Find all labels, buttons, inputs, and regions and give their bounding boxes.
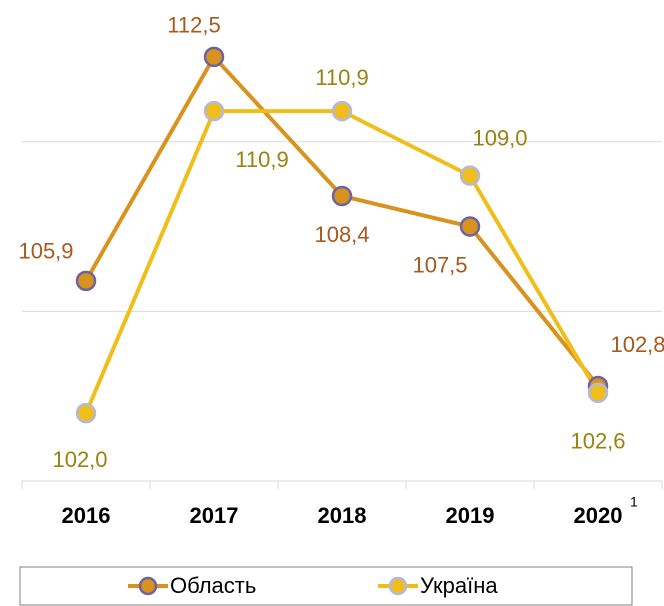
legend-item: Область [128, 573, 256, 598]
data-label: 107,5 [412, 252, 467, 277]
data-label: 112,5 [167, 13, 220, 38]
x-tick-label: 2019 [446, 503, 495, 528]
marker [459, 216, 481, 237]
legend-label: Україна [420, 573, 498, 598]
x-tick-superscript: 1 [630, 494, 638, 510]
marker [331, 100, 353, 122]
marker [75, 402, 97, 424]
x-tick-label: 2016 [62, 503, 111, 528]
marker [587, 382, 609, 404]
legend-marker [138, 576, 158, 596]
legend-box [19, 566, 633, 606]
x-tick-label: 2020 [574, 503, 623, 528]
marker [459, 165, 481, 186]
data-label: 108,4 [314, 222, 369, 247]
legend-label: Область [170, 573, 256, 598]
marker [203, 46, 225, 68]
data-label: 110,9 [235, 147, 288, 172]
data-label: 109,0 [472, 125, 527, 150]
marker [75, 270, 97, 292]
data-label: 105,9 [18, 239, 73, 264]
legend-marker [388, 576, 408, 596]
legend-item: Україна [378, 573, 498, 598]
data-label: 102,6 [570, 429, 625, 454]
data-label: 110,9 [315, 65, 368, 90]
marker [203, 100, 225, 122]
data-label: 102,8 [610, 332, 664, 357]
marker [331, 185, 353, 207]
series-line [84, 109, 600, 414]
x-tick-label: 2018 [318, 503, 367, 528]
x-tick-label: 2017 [190, 503, 239, 528]
data-label: 102,0 [52, 447, 107, 472]
